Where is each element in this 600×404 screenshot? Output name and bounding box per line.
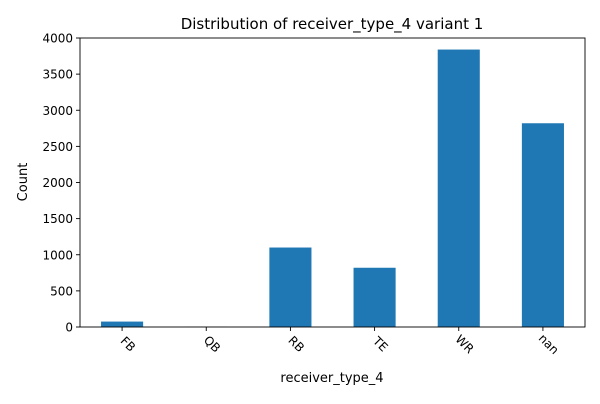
- bar-wr: [438, 50, 480, 327]
- x-axis-label: receiver_type_4: [280, 371, 383, 386]
- chart-title: Distribution of receiver_type_4 variant …: [181, 15, 484, 34]
- bar-fb: [101, 322, 143, 327]
- y-axis-label: Count: [16, 163, 31, 202]
- y-tick-label: 3500: [42, 68, 73, 82]
- y-tick-label: 1500: [42, 212, 73, 226]
- bar-te: [354, 268, 396, 327]
- y-tick-label: 4000: [42, 32, 73, 46]
- y-tick-label: 2000: [42, 176, 73, 190]
- y-tick-label: 3000: [42, 104, 73, 118]
- y-tick-label: 1000: [42, 248, 73, 262]
- y-tick-label: 500: [50, 284, 73, 298]
- y-tick-label: 0: [65, 321, 73, 335]
- y-tick-label: 2500: [42, 140, 73, 154]
- bar-rb: [269, 248, 311, 327]
- bar-nan: [522, 123, 564, 327]
